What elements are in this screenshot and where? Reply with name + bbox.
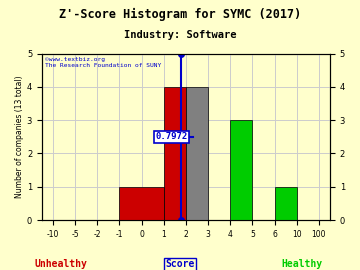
Bar — [186, 87, 208, 220]
Bar — [230, 120, 252, 220]
Text: Healthy: Healthy — [282, 259, 323, 269]
Text: Unhealthy: Unhealthy — [35, 259, 87, 269]
Text: ©www.textbiz.org
The Research Foundation of SUNY: ©www.textbiz.org The Research Foundation… — [45, 57, 161, 68]
Text: Score: Score — [165, 259, 195, 269]
Bar — [164, 87, 186, 220]
Y-axis label: Number of companies (13 total): Number of companies (13 total) — [15, 76, 24, 198]
Bar — [120, 187, 164, 220]
Text: 0.7972: 0.7972 — [156, 132, 188, 141]
Text: Industry: Software: Industry: Software — [124, 30, 236, 40]
Text: Z'-Score Histogram for SYMC (2017): Z'-Score Histogram for SYMC (2017) — [59, 8, 301, 21]
Bar — [275, 187, 297, 220]
